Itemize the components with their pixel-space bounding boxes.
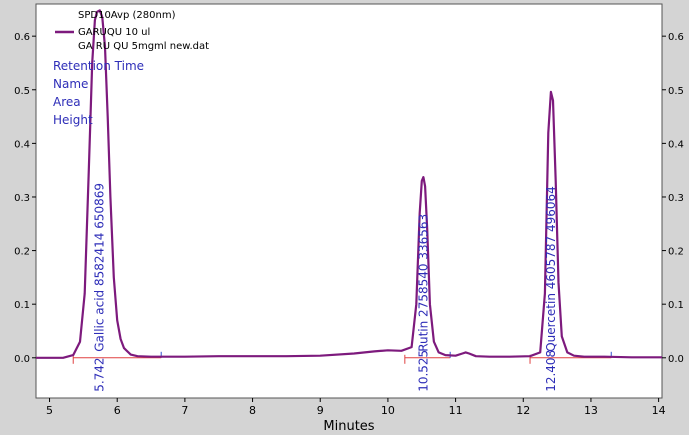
- y-tick-label-right: 0.1: [668, 300, 684, 311]
- y-tick-label-right: 0.0: [668, 354, 684, 365]
- y-tick-label-left: 0.3: [14, 193, 30, 204]
- y-tick-label-right: 0.3: [668, 193, 684, 204]
- peak-name-area-height: Gallic acid 8582414 650869: [93, 183, 107, 352]
- y-tick-label-left: 0.0: [14, 354, 30, 365]
- label-key-name: Name: [53, 77, 88, 91]
- peak-retention-time: 10.525: [416, 350, 430, 392]
- x-tick-label: 6: [114, 404, 121, 417]
- x-tick-label: 5: [46, 404, 53, 417]
- x-axis-ticks: 5 6 7 8 9 10 11 12 13 14: [46, 398, 666, 417]
- peak-retention-time: 5.742: [93, 357, 107, 391]
- label-key-height: Height: [53, 113, 93, 127]
- x-tick-label: 14: [652, 404, 666, 417]
- y-tick-label-left: 0.5: [14, 86, 30, 97]
- chromatogram-trace: [36, 9, 662, 359]
- legend-file: GA RU QU 5mgml new.dat: [78, 41, 209, 52]
- x-tick-label: 13: [584, 404, 598, 417]
- x-tick-label: 7: [181, 404, 188, 417]
- y-axis-left-ticks: 0.0 0.1 0.2 0.3 0.4 0.5 0.6: [14, 32, 36, 365]
- x-axis-label: Minutes: [323, 419, 374, 434]
- y-tick-label-right: 0.2: [668, 247, 684, 258]
- y-tick-label-left: 0.6: [14, 32, 30, 43]
- x-tick-label: 9: [317, 404, 324, 417]
- y-tick-label-right: 0.5: [668, 86, 684, 97]
- x-tick-label: 12: [516, 404, 530, 417]
- x-tick-label: 10: [381, 404, 395, 417]
- label-key-retention-time: Retention Time: [53, 59, 144, 73]
- legend-detector: SPD10Avp (280nm): [78, 10, 176, 21]
- y-axis-right-ticks: 0.0 0.1 0.2 0.3 0.4 0.5 0.6: [662, 32, 684, 365]
- y-tick-label-right: 0.6: [668, 32, 684, 43]
- legend-series-name: GARUQU 10 ul: [78, 27, 150, 38]
- y-tick-label-left: 0.1: [14, 300, 30, 311]
- peak-name-area-height: Rutin 2758540 336563: [416, 214, 430, 352]
- peak-retention-time: 12.408: [544, 350, 558, 392]
- y-tick-label-left: 0.2: [14, 247, 30, 258]
- plot-area: [35, 3, 663, 399]
- y-tick-label-left: 0.4: [14, 139, 30, 150]
- x-tick-label: 11: [449, 404, 463, 417]
- peak-name-area-height: Quercetin 4605787 496064: [544, 186, 558, 352]
- x-tick-label: 8: [249, 404, 256, 417]
- y-tick-label-right: 0.4: [668, 139, 684, 150]
- label-key-area: Area: [53, 95, 81, 109]
- peak-labels: 5.742 Gallic acid 8582414 650869 10.525Rut…: [93, 183, 558, 392]
